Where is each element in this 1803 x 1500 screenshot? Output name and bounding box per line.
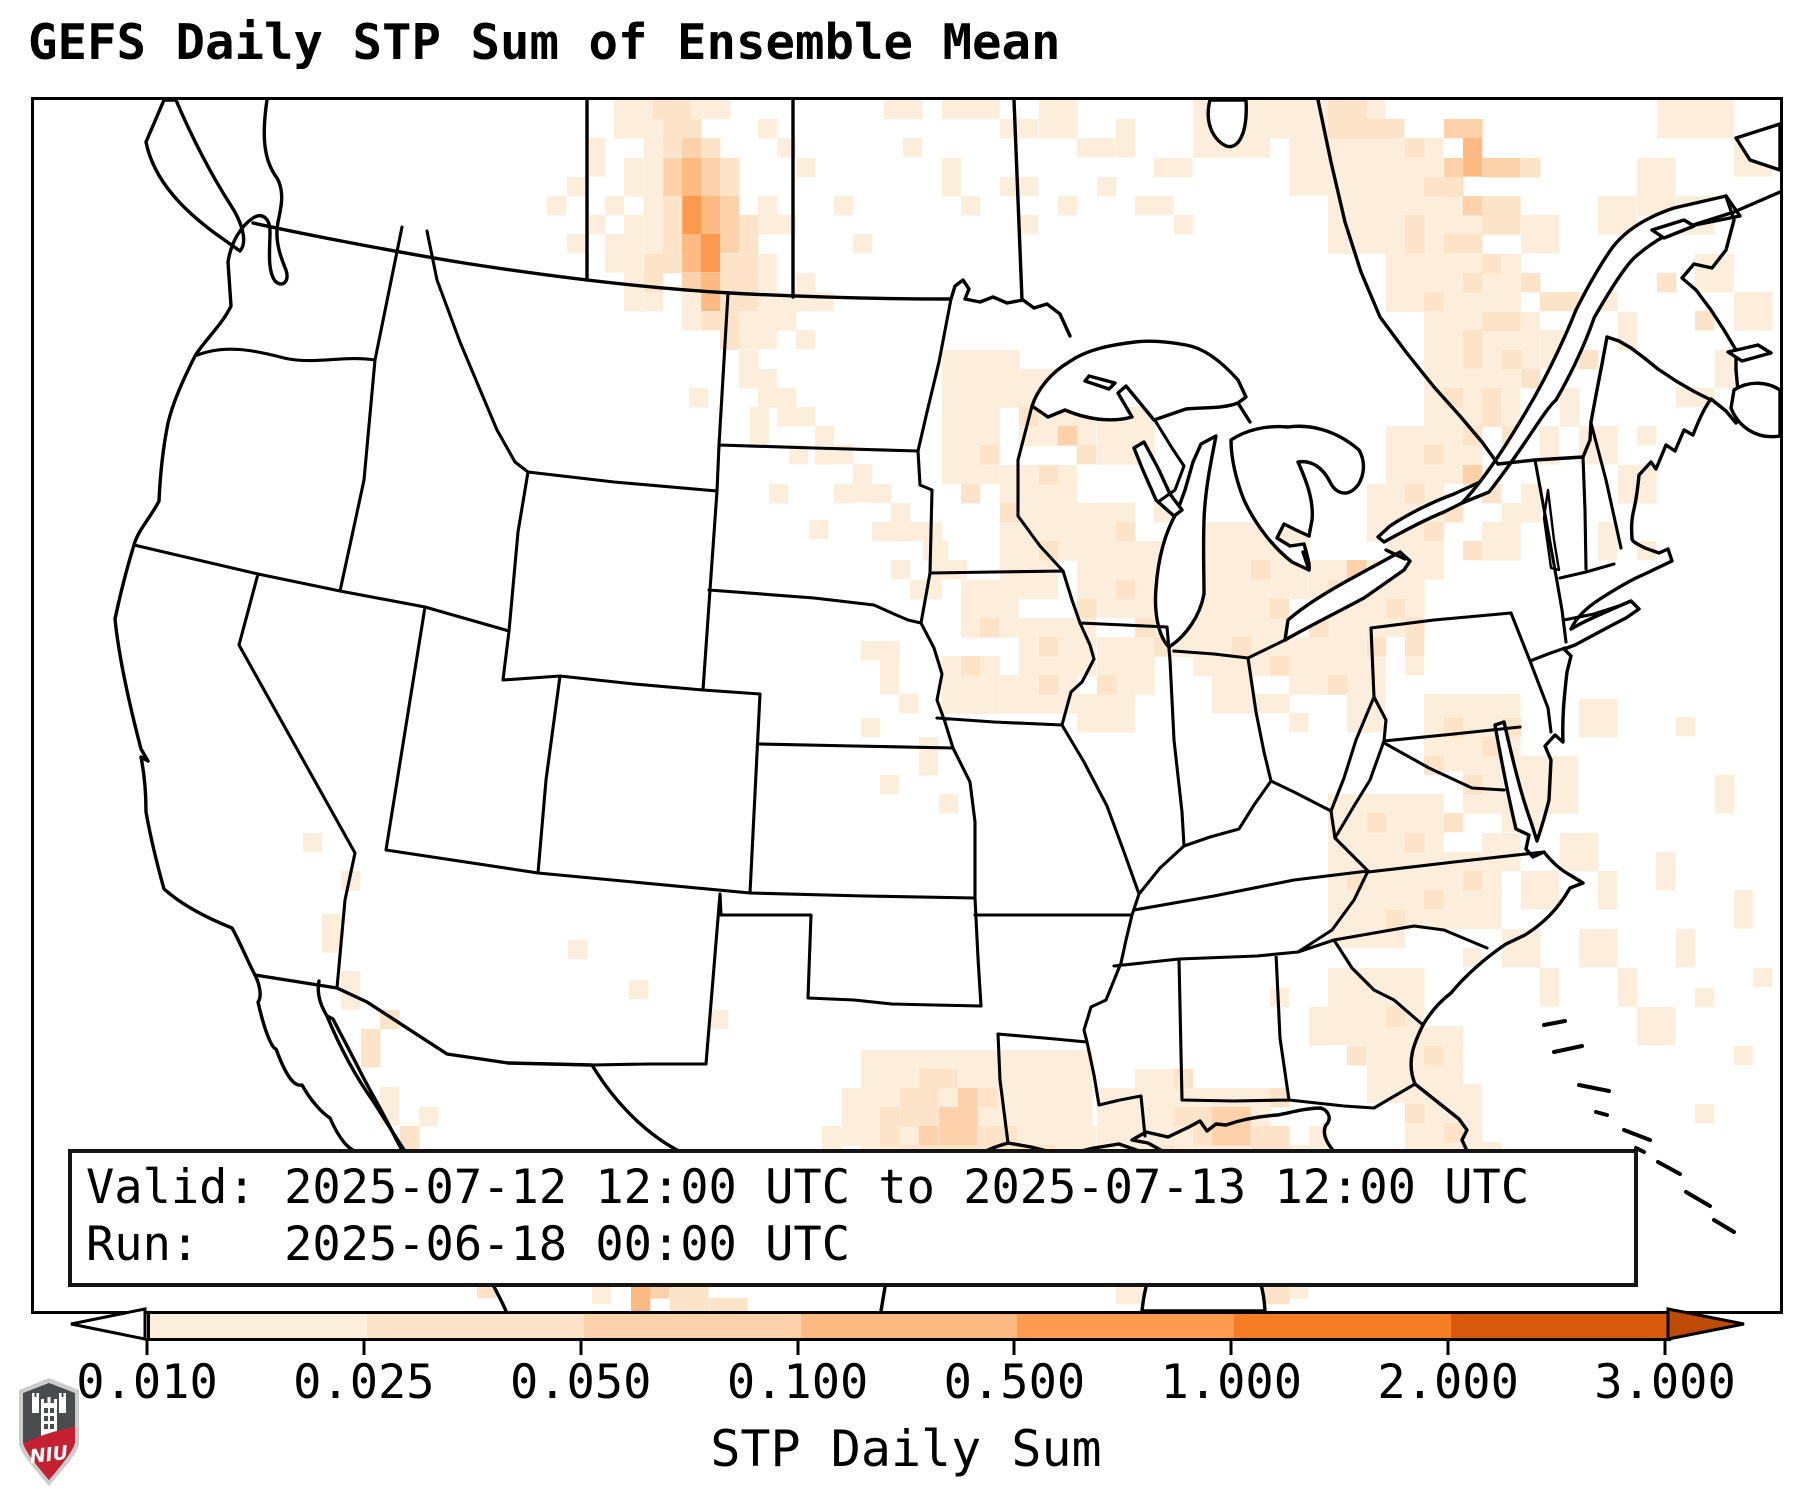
prince-edward-island [1726, 343, 1773, 363]
colorbar-segment [150, 1314, 367, 1338]
atlantic-coast [1409, 368, 1744, 1086]
colorbar-tick-label: 2.000 [1377, 1355, 1519, 1410]
colorbar-ticks [145, 1338, 1667, 1356]
valid-line: Valid: 2025-07-12 12:00 UTC to 2025-07-1… [86, 1160, 1530, 1215]
state-borders [132, 225, 1624, 1145]
st-lawrence-river [1460, 194, 1742, 505]
colorbar-tick [1012, 1338, 1016, 1355]
colorbar-segment [1451, 1314, 1669, 1338]
colorbar-label: STP Daily Sum [710, 1420, 1102, 1478]
figure-title: GEFS Daily STP Sum of Ensemble Mean [28, 14, 1061, 71]
province-borders [585, 100, 1500, 466]
colorbar-tick [362, 1338, 366, 1355]
great-lakes [1030, 100, 1742, 841]
lake-erie [1283, 550, 1412, 642]
colorbar-tick-labels: 0.010 0.025 0.050 0.100 0.500 1.000 2.000 3.000 [76, 1355, 1735, 1410]
stp-cells [303, 100, 1773, 1311]
colorbar-tick [796, 1338, 800, 1355]
colorbar-tick [1229, 1338, 1233, 1355]
colorbar-tick-label: 0.050 [509, 1355, 652, 1410]
colorbar: 0.010 0.025 0.050 0.100 0.500 1.000 2.000 3.000… [0, 1296, 1803, 1500]
colorbar-segment [366, 1314, 584, 1338]
border-east-segments [1236, 335, 1713, 572]
lake-michigan [1153, 434, 1218, 649]
map-canvas [113, 100, 1780, 1311]
pacific-coast [113, 100, 289, 977]
colorbar-segment [1017, 1314, 1235, 1338]
colorbar-tick [145, 1338, 149, 1355]
colorbar-segment [800, 1314, 1018, 1338]
map-panel: Valid: 2025-07-12 12:00 UTC to 2025-07-1… [31, 97, 1783, 1314]
colorbar-segment [1234, 1314, 1452, 1338]
colorbar-tick [579, 1338, 583, 1355]
colorbar-tick [1663, 1338, 1667, 1355]
colorbar-segment [583, 1314, 801, 1338]
newfoundland-corner [1734, 122, 1780, 172]
lake-huron [1229, 424, 1366, 572]
colorbar-tick [1446, 1338, 1450, 1355]
vancouver-island [144, 100, 246, 253]
valid-run-box: Valid: 2025-07-12 12:00 UTC to 2025-07-1… [68, 1149, 1638, 1287]
run-line: Run: 2025-06-18 00:00 UTC [86, 1217, 851, 1272]
canada-us-border [251, 221, 1072, 338]
james-bay [1206, 100, 1248, 149]
colorbar-over-arrow [1666, 1307, 1745, 1341]
colorbar-tick-label: 1.000 [1160, 1355, 1303, 1410]
colorbar-tick-label: 0.500 [943, 1355, 1086, 1410]
green-bay [1132, 440, 1184, 518]
colorbar-tick-label: 0.100 [726, 1355, 869, 1410]
colorbar-gradient [147, 1311, 1671, 1341]
logo-text: NIU [29, 1442, 70, 1469]
anticosti-island [1650, 218, 1696, 240]
colorbar-tick-label: 3.000 [1594, 1355, 1736, 1410]
castle-icon [32, 1393, 66, 1437]
isle-royale [1083, 374, 1117, 391]
niu-logo: NIU [19, 1378, 79, 1486]
colorbar-under-arrow [70, 1307, 147, 1341]
nova-scotia [1729, 381, 1780, 439]
colorbar-tick-label: 0.025 [293, 1355, 435, 1410]
lake-superior [1030, 339, 1248, 422]
gaspe-nb-coast [1680, 190, 1780, 372]
colorbar-tick-label: 0.010 [76, 1355, 218, 1410]
